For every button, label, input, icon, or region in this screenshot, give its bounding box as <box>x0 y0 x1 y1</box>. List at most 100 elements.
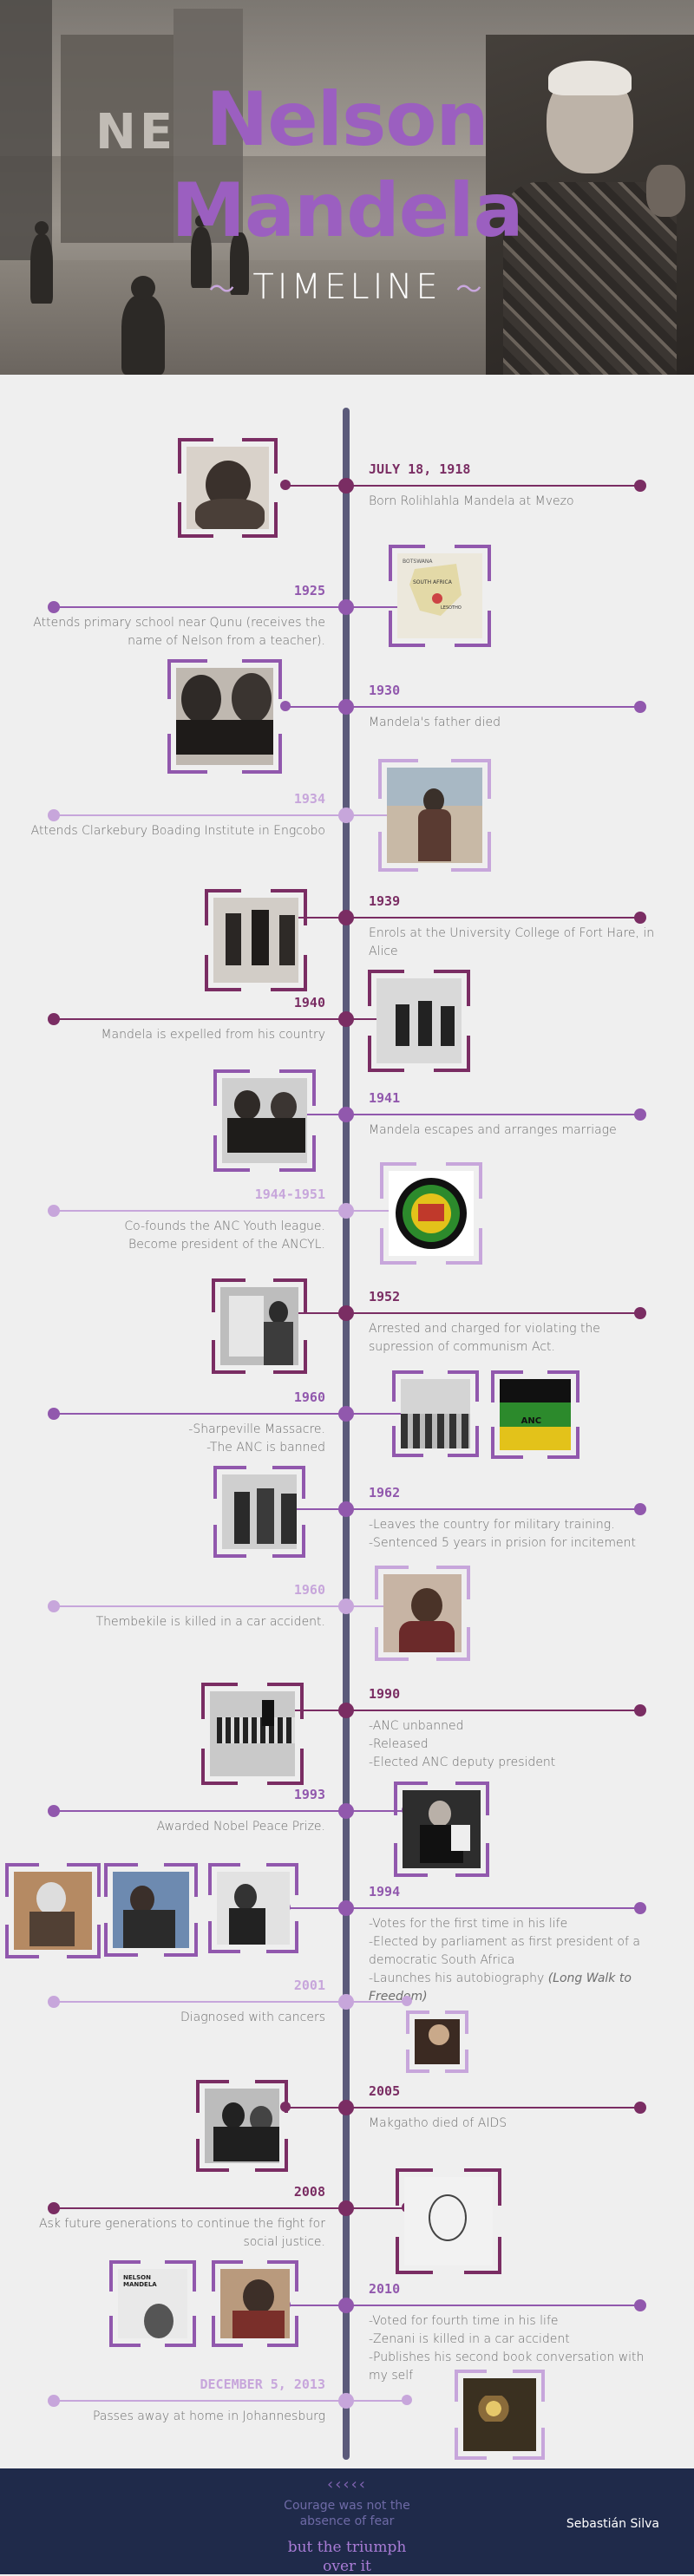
event-text-line: Mandela's father died <box>369 716 501 729</box>
frame-corner <box>201 1683 238 1719</box>
photo-frame <box>406 2010 468 2073</box>
frame-corner <box>380 1228 416 1265</box>
photo-frame <box>205 889 307 991</box>
event-text-line: Co-founds the ANC Youth league. <box>30 1218 325 1236</box>
hero-pedestrian-head <box>35 221 49 235</box>
frame-corner <box>455 611 491 647</box>
event-text: Co-founds the ANC Youth league. Become pr… <box>30 1218 325 1254</box>
frame-corner <box>389 545 425 581</box>
event-text-line: Enrols at the University College of Fort… <box>369 926 655 958</box>
photo-thumbnail <box>463 2378 536 2451</box>
frame-corner <box>434 970 470 1006</box>
event-text: Ask future generations to continue the f… <box>30 2215 325 2252</box>
frame-corner <box>5 1925 39 1958</box>
event-year: 1941 <box>369 1090 401 1106</box>
event-year: 1990 <box>369 1686 401 1702</box>
frame-corner <box>448 1426 479 1457</box>
connector-line <box>54 1810 408 1812</box>
event-text-part: -Publishes his second book conversation … <box>369 2350 645 2383</box>
event-year: 1930 <box>369 683 401 698</box>
frame-corner <box>205 889 241 925</box>
quote-line: Courage was not the <box>284 2499 410 2513</box>
event-text-line: -Released <box>369 1736 655 1754</box>
event-text-part: -Zenani is killed in a car accident <box>369 2332 570 2346</box>
frame-corner <box>455 545 491 581</box>
event-year: DECEMBER 5, 2013 <box>200 2377 326 2392</box>
connector-line <box>286 917 640 919</box>
frame-corner <box>242 502 278 538</box>
hero-building <box>61 35 174 243</box>
photo-thumbnail: NELSON MANDELA <box>118 2269 187 2338</box>
frame-corner <box>375 1627 409 1661</box>
frame-corner <box>212 1278 246 1312</box>
connector-inner-dot <box>402 2395 412 2405</box>
event-year: 2010 <box>369 2281 401 2297</box>
portrait-shirt <box>503 182 677 375</box>
event-year: 1952 <box>369 1289 401 1304</box>
event-year: 1944-1951 <box>254 1187 325 1202</box>
event-text-line: Arrested and charged for violating the s… <box>369 1322 600 1354</box>
connector-line <box>54 606 408 608</box>
photo-thumbnail <box>387 768 482 863</box>
event-text-part: -Leaves the country for military trainin… <box>369 1518 615 1532</box>
event-text-part: -Sentenced 5 years in prision for incite… <box>369 1536 636 1550</box>
connector-line <box>286 1312 640 1314</box>
event-text-part: Co-founds the ANC Youth league. <box>124 1219 325 1233</box>
event-text-line: -Sentenced 5 years in prision for incite… <box>369 1534 655 1553</box>
event-year: 1960 <box>293 1582 325 1598</box>
photo-thumbnail <box>113 1872 189 1948</box>
connector-end-dot <box>48 2202 60 2214</box>
event-text: Enrols at the University College of Fort… <box>369 925 655 961</box>
event-text-line: -Zenani is killed in a car accident <box>369 2331 655 2349</box>
event-year: 1960 <box>293 1389 325 1405</box>
event-text-line: Mandela escapes and arranges marriage <box>369 1123 617 1137</box>
frame-corner <box>378 832 418 872</box>
photo-thumbnail <box>220 1287 298 1365</box>
frame-corner <box>273 1340 307 1374</box>
connector-line <box>286 485 640 487</box>
frame-corner <box>242 734 282 774</box>
photo-frame <box>396 2168 501 2274</box>
frame-corner <box>109 2260 141 2292</box>
frame-corner <box>547 1370 579 1402</box>
frame-corner <box>104 1863 138 1897</box>
event-text: Awarded Nobel Peace Prize. <box>30 1818 325 1836</box>
axis-dot <box>338 2200 354 2216</box>
frame-corner <box>446 1162 482 1199</box>
event-text-line: Ask future generations to continue the f… <box>38 2217 325 2249</box>
photo-frame <box>5 1863 101 1958</box>
event-year: 1940 <box>293 995 325 1010</box>
frame-corner <box>368 1036 404 1072</box>
connector-inner-dot <box>280 480 291 490</box>
photo-frame <box>392 1370 479 1457</box>
event-text: Born Rolihlahla Mandela at Mvezo <box>369 493 655 511</box>
frame-corner <box>464 2237 501 2274</box>
mandela-portrait <box>486 35 694 375</box>
frame-corner <box>464 2168 501 2206</box>
connector-end-dot <box>48 809 60 821</box>
connector-line <box>54 2207 408 2209</box>
axis-dot <box>338 2100 354 2115</box>
hero-building <box>0 0 52 260</box>
flag-label: ANC <box>520 1415 542 1426</box>
connector-line <box>286 2107 640 2109</box>
connector-line <box>286 1508 640 1510</box>
hero-pedestrian <box>230 232 249 295</box>
connector-line <box>54 814 408 816</box>
event-text-line: Attends primary school near Qunu (receiv… <box>33 616 325 648</box>
frame-corner <box>109 2316 141 2347</box>
frame-corner <box>164 1863 198 1897</box>
frame-corner <box>406 2050 429 2073</box>
event-text: Diagnosed with cancers <box>30 2009 325 2027</box>
connector-end-dot <box>48 1408 60 1420</box>
frame-corner <box>267 2316 298 2347</box>
frame-corner <box>201 1749 238 1785</box>
event-text-line: -Leaves the country for military trainin… <box>369 1516 655 1534</box>
connector-line <box>286 1710 640 1711</box>
photo-frame <box>375 1566 470 1661</box>
axis-dot <box>338 1501 354 1517</box>
map-label: SOUTH AFRICA <box>413 579 452 585</box>
frame-corner <box>455 1782 489 1815</box>
event-text-line: Become president of the ANCYL. <box>30 1236 325 1254</box>
frame-corner <box>104 1923 138 1957</box>
